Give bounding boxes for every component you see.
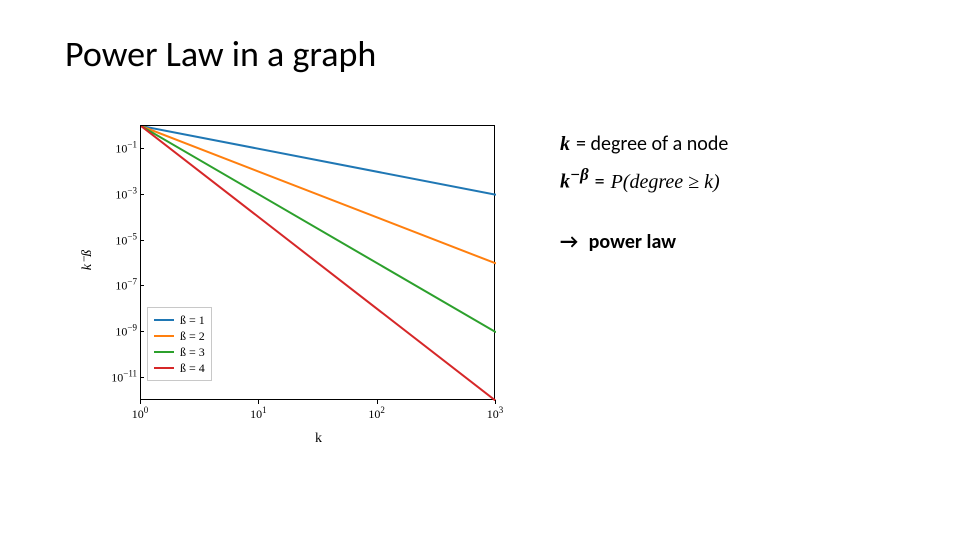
series-line <box>141 126 496 264</box>
arrow-icon: → <box>560 230 578 254</box>
var-k-neg-beta: k−β <box>560 162 589 198</box>
y-tick-label: 10−7 <box>115 277 137 294</box>
legend-label: ß = 1 <box>180 313 205 328</box>
power-law-chart: k⁻ß k 10−1 10−3 10−5 10−7 10−9 10−11 100 101 10… <box>75 115 515 450</box>
annotation-line-2: k−β = P(degree ≥ k) <box>560 162 728 198</box>
x-tick-label: 101 <box>250 405 267 422</box>
legend-swatch <box>154 335 174 337</box>
legend-item: ß = 1 <box>154 312 205 328</box>
legend-swatch <box>154 351 174 353</box>
legend: ß = 1ß = 2ß = 3ß = 4 <box>147 307 212 381</box>
legend-label: ß = 4 <box>180 361 205 376</box>
legend-item: ß = 2 <box>154 328 205 344</box>
legend-swatch <box>154 367 174 369</box>
x-tick-label: 102 <box>368 405 385 422</box>
var-k: k <box>560 128 570 160</box>
slide-root: Power Law in a graph k⁻ß k 10−1 10−3 10−5 1… <box>0 0 960 540</box>
series-line <box>141 126 496 332</box>
annotation-block: k = degree of a node k−β = P(degree ≥ k)… <box>560 128 728 258</box>
legend-item: ß = 3 <box>154 344 205 360</box>
legend-label: ß = 3 <box>180 345 205 360</box>
annotation-line-1: k = degree of a node <box>560 128 728 160</box>
x-tick-label: 100 <box>132 405 149 422</box>
slide-title: Power Law in a graph <box>65 32 376 76</box>
legend-item: ß = 4 <box>154 360 205 376</box>
x-tick-label: 103 <box>487 405 504 422</box>
x-axis-label: k <box>315 431 322 447</box>
y-tick-label: 10−3 <box>115 185 137 202</box>
y-tick-label: 10−1 <box>115 139 137 156</box>
legend-label: ß = 2 <box>180 329 205 344</box>
series-line <box>141 126 496 195</box>
y-tick-label: 10−11 <box>111 369 137 386</box>
y-tick-label: 10−5 <box>115 231 137 248</box>
y-axis-label: k⁻ß <box>79 250 96 271</box>
prob-expression: P(degree ≥ k) <box>611 166 720 198</box>
annotation-conclusion: → power law <box>560 226 728 258</box>
y-tick-label: 10−9 <box>115 323 137 340</box>
legend-swatch <box>154 319 174 321</box>
